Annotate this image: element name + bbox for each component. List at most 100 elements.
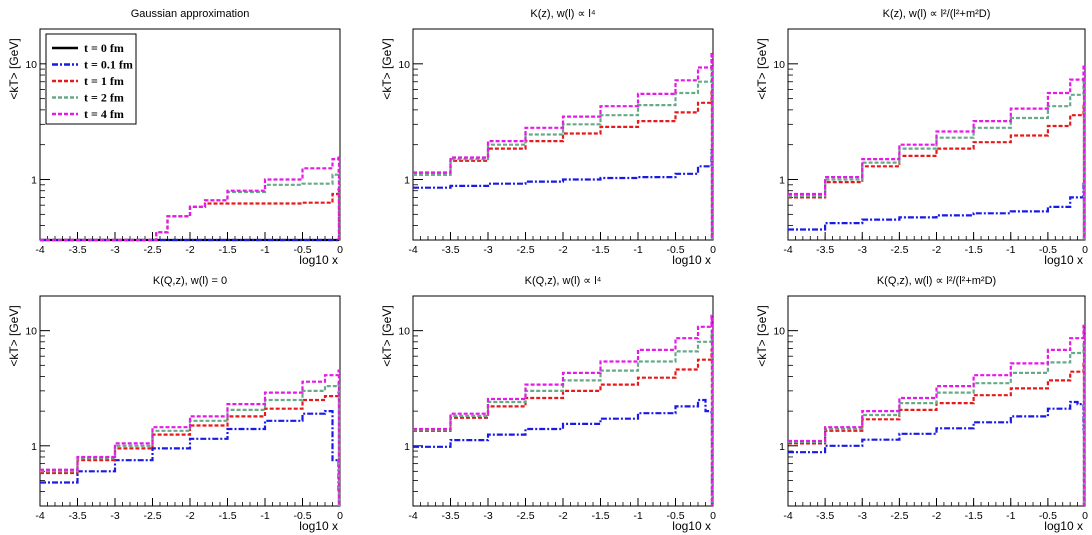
x-tick-label: -0.5	[1039, 510, 1057, 522]
series-line-t-4-fm	[40, 369, 341, 506]
panel-2: K(z), w(l) ∝ l⁴ -4 -3.5 -3 -2.5 -2 -1.5 -1 -0.5 0…	[380, 8, 716, 267]
panel-1: Gaussian approximation -4 -3.5 -3 -2.5 -2 -1.5…	[7, 8, 343, 267]
plot-frame	[412, 295, 714, 507]
x-tick-label: -3	[858, 244, 867, 256]
x-tick-label: -2	[932, 510, 941, 522]
x-tick-label: -0.5	[1039, 244, 1057, 256]
y-axis-label: <kT> [GeV]	[7, 38, 21, 99]
x-tick-label: 0	[337, 510, 343, 522]
x-tick-label: -2.5	[516, 510, 534, 522]
series-line-t-2-fm	[788, 80, 1086, 240]
x-tick-label: -1.5	[591, 510, 609, 522]
x-tick-label: -1.5	[965, 244, 983, 256]
x-axis-label: log10 x	[672, 519, 711, 533]
y-tick-label: 1	[779, 175, 785, 187]
x-tick-label: -3.5	[68, 510, 86, 522]
x-tick-label: -3	[483, 244, 492, 256]
x-tick-label: -1	[633, 510, 642, 522]
series-line-t-4-fm	[788, 324, 1086, 506]
series-line-t-1-fm	[413, 88, 714, 240]
x-tick-label: -2.5	[516, 244, 534, 256]
x-axis-label: log10 x	[1044, 519, 1083, 533]
panel-6: K(Q,z), w(l) ∝ l²/(l²+m²D) -4 -3.5 -3 -2.5 -2…	[755, 275, 1088, 533]
x-tick-label: -3.5	[441, 510, 459, 522]
x-tick-label: -2.5	[143, 510, 161, 522]
x-tick-label: -4	[783, 244, 792, 256]
y-tick-label: 1	[31, 175, 37, 187]
x-tick-label: -4	[35, 244, 44, 256]
panel-title: K(Q,z), w(l) ∝ l²/(l²+m²D)	[877, 275, 996, 287]
series-line-t-4-fm	[40, 154, 341, 242]
plot-frame	[412, 28, 714, 241]
x-tick-label: -0.5	[293, 244, 311, 256]
x-axis-label: log10 x	[299, 519, 338, 533]
x-tick-label: 0	[1082, 244, 1088, 256]
series-line-t-4-fm	[788, 63, 1086, 240]
x-tick-label: 0	[710, 510, 716, 522]
x-tick-label: -2.5	[890, 244, 908, 256]
y-axis-label: <kT> [GeV]	[755, 38, 769, 99]
x-tick-label: -1	[1006, 244, 1015, 256]
x-tick-label: -3	[110, 510, 119, 522]
y-tick-label: 1	[404, 175, 410, 187]
x-tick-label: -2.5	[143, 244, 161, 256]
panel-3: K(z), w(l) ∝ l²/(l²+m²D) -4 -3.5 -3 -2.5 -2 -1…	[755, 8, 1088, 267]
x-tick-label: -4	[408, 510, 417, 522]
panel-title: K(z), w(l) ∝ l⁴	[530, 8, 595, 20]
x-tick-label: -2	[558, 510, 567, 522]
series-line-t-4-fm	[413, 51, 714, 240]
y-axis-label: <kT> [GeV]	[380, 38, 394, 99]
x-tick-label: -4	[783, 510, 792, 522]
y-tick-label: 10	[398, 326, 410, 338]
y-axis-label: <kT> [GeV]	[380, 305, 394, 366]
panel-title: K(Q,z), w(l) = 0	[153, 275, 227, 287]
series-line-t-0-1-fm	[413, 148, 714, 240]
x-tick-label: -3	[110, 244, 119, 256]
x-tick-label: -3.5	[816, 244, 834, 256]
y-tick-label: 1	[779, 441, 785, 453]
series-line-t-2-fm	[413, 65, 714, 240]
x-tick-label: -1.5	[591, 244, 609, 256]
x-tick-label: -1	[633, 244, 642, 256]
panel-title: K(Q,z), w(l) ∝ l⁴	[525, 275, 602, 287]
legend-label: t = 0.1 fm	[84, 58, 133, 72]
x-tick-label: -3.5	[441, 244, 459, 256]
x-tick-label: -3	[858, 510, 867, 522]
x-tick-label: -0.5	[666, 244, 684, 256]
x-axis-label: log10 x	[672, 253, 711, 267]
panel-title: Gaussian approximation	[131, 8, 250, 20]
x-tick-label: -0.5	[293, 510, 311, 522]
panel-title: K(z), w(l) ∝ l²/(l²+m²D)	[883, 8, 991, 20]
x-tick-label: -3	[483, 510, 492, 522]
x-tick-label: -0.5	[666, 510, 684, 522]
legend: t = 0 fm t = 0.1 fm t = 1 fm t = 2 fm t = 4 …	[45, 33, 137, 125]
x-tick-label: -4	[408, 244, 417, 256]
series-line-t-1-fm	[788, 102, 1086, 240]
x-tick-label: -4	[35, 510, 44, 522]
series-line-t-1-fm	[40, 188, 341, 242]
x-tick-label: -1.5	[965, 510, 983, 522]
legend-label: t = 1 fm	[84, 74, 124, 88]
y-tick-label: 10	[773, 326, 785, 338]
x-axis-label: log10 x	[1044, 253, 1083, 267]
series-line-t-2-fm	[788, 342, 1086, 506]
x-axis-label: log10 x	[299, 253, 338, 267]
x-tick-label: -3.5	[68, 244, 86, 256]
x-tick-label: -2	[932, 244, 941, 256]
y-tick-label: 1	[404, 441, 410, 453]
x-tick-label: -3.5	[816, 510, 834, 522]
x-tick-label: -1	[1006, 510, 1015, 522]
y-tick-label: 1	[31, 441, 37, 453]
x-tick-label: 0	[337, 244, 343, 256]
legend-label: t = 0 fm	[84, 41, 124, 55]
panel-4: K(Q,z), w(l) = 0 -4 -3.5 -3 -2.5 -2 -1.5 -1 -0.5…	[7, 275, 343, 533]
y-tick-label: 10	[25, 326, 37, 338]
x-tick-label: 0	[710, 244, 716, 256]
series-line-t-0-1-fm	[788, 181, 1086, 240]
y-tick-label: 10	[773, 59, 785, 71]
series-line-t-1-fm	[788, 361, 1086, 506]
legend-label: t = 4 fm	[84, 107, 124, 121]
panel-5: K(Q,z), w(l) ∝ l⁴ -4 -3.5 -3 -2.5 -2 -1.5 -1 -0.…	[380, 275, 716, 533]
y-axis-label: <kT> [GeV]	[7, 305, 21, 366]
